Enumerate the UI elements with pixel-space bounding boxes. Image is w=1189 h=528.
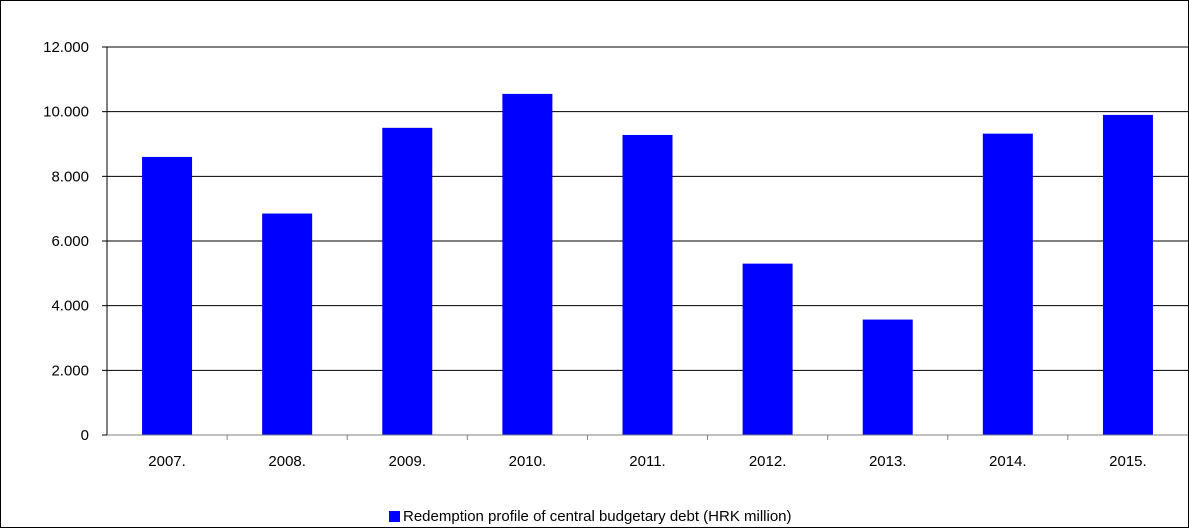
x-tick-label: 2008. [268, 453, 306, 470]
y-tick-label: 2.000 [51, 362, 89, 379]
bar-2013 [862, 319, 913, 435]
x-tick-labels: 2007. 2008. 2009. 2010. 2011. 2012. 2013. 2014.… [148, 453, 1146, 470]
x-tick-label: 2011. [629, 453, 665, 470]
y-tick-label: 10.000 [43, 104, 89, 121]
bar-2010 [502, 93, 553, 435]
y-tick-label: 0 [81, 427, 89, 444]
x-tick-label: 2015. [1109, 453, 1147, 470]
y-tick-label: 12.000 [43, 39, 89, 56]
x-tick-label: 2010. [509, 453, 547, 470]
legend-label: Redemption profile of central budgetary … [403, 508, 792, 525]
bar-2012 [742, 263, 793, 435]
y-tick-labels: 0 2.000 4.000 6.000 8.000 10.000 12.000 [43, 39, 89, 444]
bar-2015 [1102, 114, 1153, 436]
legend: Redemption profile of central budgetary … [389, 508, 792, 525]
x-tick-label: 2007. [148, 453, 186, 470]
bar-2011 [622, 134, 673, 436]
x-tick-label: 2012. [749, 453, 787, 470]
bars [142, 93, 1153, 436]
bar-2008 [262, 213, 313, 435]
bar-2007 [142, 156, 193, 435]
x-tick-label: 2013. [869, 453, 907, 470]
legend-swatch [389, 511, 400, 522]
x-tick-label: 2014. [989, 453, 1027, 470]
y-tick-label: 4.000 [51, 298, 89, 315]
y-tick-label: 6.000 [51, 233, 89, 250]
x-tick-label: 2009. [389, 453, 427, 470]
bar-2014 [982, 133, 1033, 436]
bar-2009 [382, 127, 433, 435]
y-tick-label: 8.000 [51, 168, 89, 185]
axes [102, 46, 1188, 440]
